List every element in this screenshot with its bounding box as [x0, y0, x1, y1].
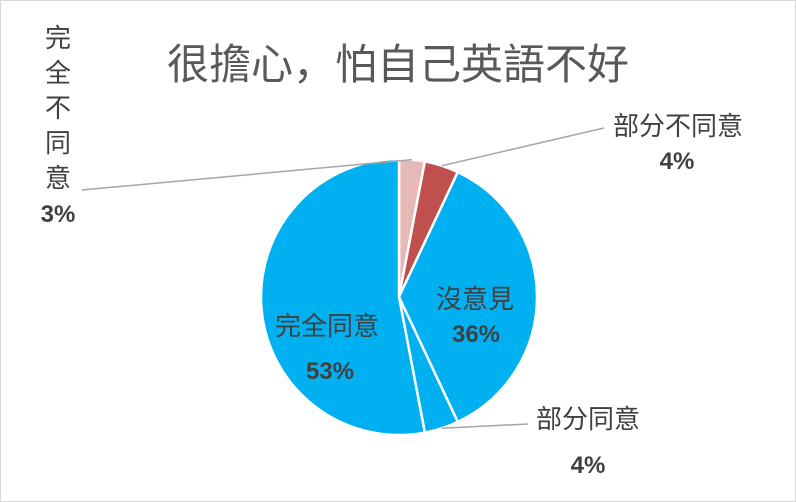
leader-line-somewhat-agree	[441, 423, 529, 429]
leader-lines	[81, 127, 605, 429]
data-label-somewhat-disagree-category: 部分不同意	[612, 112, 743, 142]
pie-slices	[259, 157, 539, 437]
pie-slice-strongly-agree	[259, 157, 427, 437]
data-label-percent: 3%	[40, 201, 76, 228]
data-label-category: 完全不同意	[44, 24, 71, 194]
data-label-strongly-agree-percent: 53%	[305, 358, 355, 385]
data-label-strongly-disagree: 完全不同意 3%	[18, 22, 98, 232]
data-label-somewhat-agree-category: 部分同意	[535, 405, 640, 435]
data-label-somewhat-agree-percent: 4%	[570, 452, 606, 479]
data-label-somewhat-disagree-percent: 4%	[659, 148, 695, 175]
pie-slice-no-opinion	[397, 170, 539, 424]
data-label-no-opinion-category: 沒意見	[435, 285, 514, 315]
leader-line-strongly-disagree	[81, 158, 413, 191]
chart-title: 很擔心，怕自己英語不好	[166, 40, 629, 89]
leader-line-somewhat-disagree	[441, 127, 605, 167]
data-label-strongly-agree-category: 完全同意	[274, 312, 379, 342]
data-label-no-opinion-percent: 36%	[451, 321, 501, 348]
